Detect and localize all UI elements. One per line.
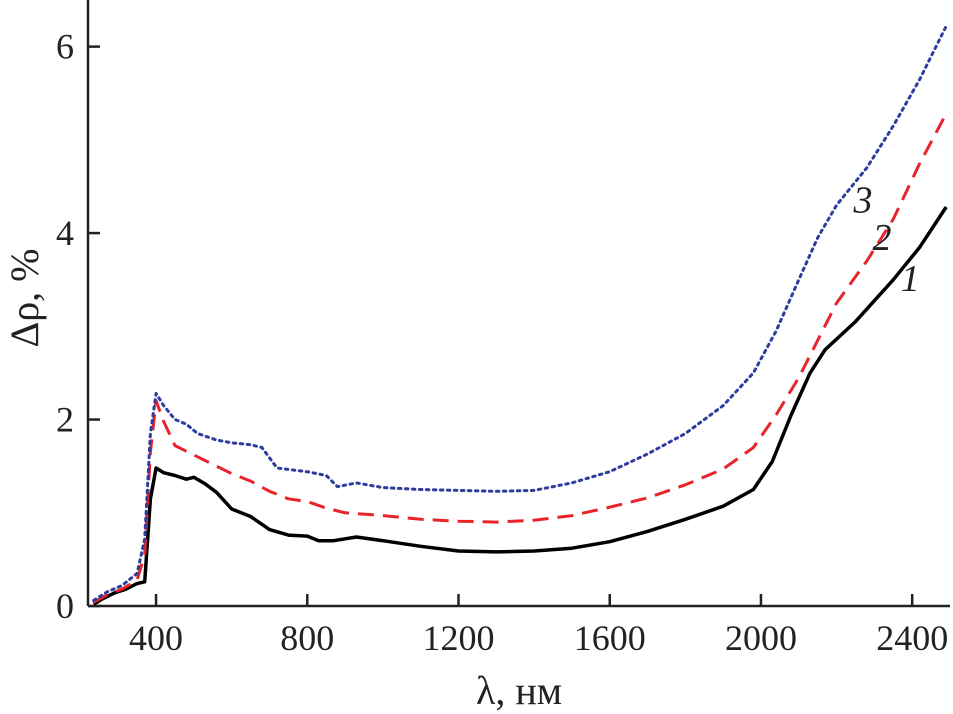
x-tick-label: 1200 [423,618,495,658]
series-line-3 [92,24,948,602]
axes [86,0,950,608]
y-tick-label: 2 [56,400,74,440]
y-tick-label: 6 [56,27,74,67]
ticks: 400 800 1200 1600 2000 2400 0 2 4 6 [56,27,948,658]
x-tick-label: 400 [129,618,183,658]
annotation-layer: 123 [853,180,920,300]
series-line-1 [92,206,948,606]
y-tick-label: 0 [56,586,74,626]
x-axis-label: λ, нм [476,668,562,713]
series-layer [92,24,948,606]
y-axis-label: Δρ, % [2,248,47,347]
x-tick-label: 1600 [574,618,646,658]
x-tick-label: 2400 [876,618,948,658]
x-tick-label: 2000 [725,618,797,658]
series-label-3: 3 [853,180,873,222]
y-tick-label: 4 [56,213,74,253]
series-label-2: 2 [872,217,891,259]
x-tick-label: 800 [280,618,334,658]
series-label-1: 1 [901,258,920,300]
